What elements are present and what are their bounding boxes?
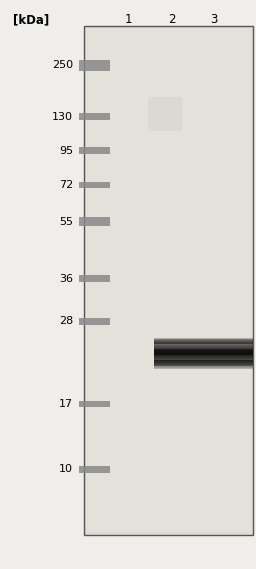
Bar	[79, 401, 110, 407]
Bar	[154, 345, 253, 347]
Text: 17: 17	[59, 399, 73, 409]
Bar	[154, 361, 253, 362]
Bar	[79, 147, 110, 154]
Bar	[154, 366, 253, 368]
Text: 28: 28	[59, 316, 73, 327]
Text: 36: 36	[59, 274, 73, 284]
Bar	[154, 343, 253, 344]
Bar	[154, 341, 253, 343]
Bar	[154, 351, 253, 353]
Text: 95: 95	[59, 146, 73, 156]
Text: 130: 130	[52, 112, 73, 122]
Text: 2: 2	[168, 14, 175, 26]
Bar	[154, 348, 253, 349]
Text: 10: 10	[59, 464, 73, 475]
Bar	[79, 60, 110, 71]
Bar	[154, 338, 253, 340]
Bar	[79, 182, 110, 188]
Text: 55: 55	[59, 217, 73, 227]
Bar	[86, 28, 252, 532]
Bar	[154, 345, 253, 347]
Bar	[154, 359, 253, 361]
Text: [kDa]: [kDa]	[13, 14, 49, 26]
Text: 3: 3	[210, 14, 217, 26]
Bar	[154, 369, 253, 370]
Bar	[154, 368, 253, 369]
Bar	[154, 358, 253, 360]
Bar	[84, 26, 253, 535]
Bar	[154, 337, 253, 339]
Text: 1: 1	[124, 14, 132, 26]
Bar	[148, 97, 182, 131]
Bar	[79, 318, 110, 325]
Bar	[154, 353, 253, 355]
Bar	[154, 339, 253, 341]
Bar	[154, 362, 253, 364]
Bar	[154, 360, 253, 362]
Bar	[154, 357, 253, 358]
Bar	[154, 352, 253, 354]
Bar	[154, 344, 253, 345]
Bar	[154, 340, 253, 342]
Bar	[154, 356, 253, 357]
Text: 72: 72	[59, 180, 73, 190]
Bar	[79, 466, 110, 473]
Bar	[79, 275, 110, 282]
Bar	[79, 217, 110, 226]
Bar	[154, 365, 253, 367]
Bar	[154, 347, 253, 348]
Bar	[154, 349, 253, 351]
Bar	[79, 113, 110, 120]
Bar	[154, 350, 253, 352]
Bar	[154, 363, 253, 365]
Text: 250: 250	[52, 60, 73, 71]
Bar	[154, 354, 253, 356]
Bar	[154, 364, 253, 366]
